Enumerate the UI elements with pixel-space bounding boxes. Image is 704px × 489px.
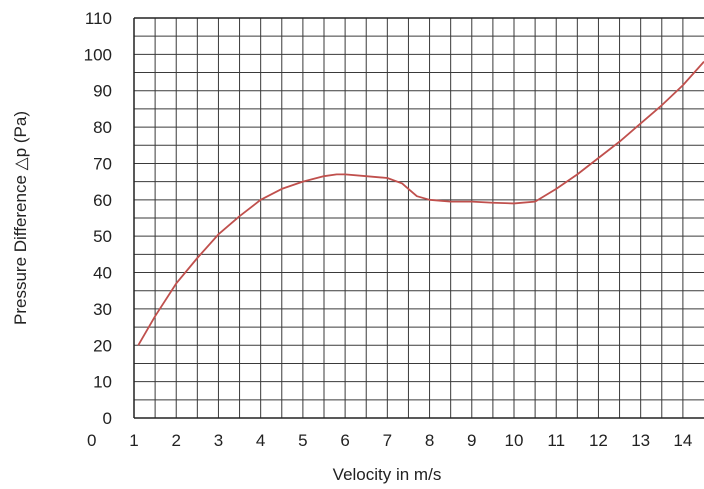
x-tick-label: 9 <box>467 431 476 450</box>
y-tick-label: 80 <box>93 118 112 137</box>
series-layer <box>137 61 704 346</box>
grid <box>134 18 704 418</box>
x-tick-label: 7 <box>383 431 392 450</box>
x-tick-label: 14 <box>673 431 692 450</box>
x-tick-label: 3 <box>214 431 223 450</box>
x-tick-label: 4 <box>256 431 265 450</box>
x-tick-label: 11 <box>547 431 565 450</box>
y-tick-label: 100 <box>84 45 112 64</box>
y-tick-label: 20 <box>93 336 112 355</box>
x-axis-ticks: 0 1 2 3 4 5 6 7 8 9 10 11 12 13 14 <box>87 431 692 450</box>
x-tick-label: 13 <box>631 431 650 450</box>
y-tick-label: 40 <box>93 264 112 283</box>
x-tick-label: 1 <box>129 431 138 450</box>
y-tick-label: 60 <box>93 191 112 210</box>
y-tick-label: 10 <box>93 373 112 392</box>
x-tick-label: 0 <box>87 431 96 450</box>
series-line-0 <box>137 61 704 346</box>
x-tick-label: 8 <box>425 431 434 450</box>
y-tick-label: 50 <box>93 227 112 246</box>
y-axis-ticks: 0 10 20 30 40 50 60 70 80 90 100 110 <box>84 9 112 428</box>
x-axis-label: Velocity in m/s <box>333 465 442 484</box>
y-tick-label: 30 <box>93 300 112 319</box>
y-tick-label: 110 <box>85 9 112 28</box>
y-tick-label: 0 <box>103 409 112 428</box>
x-tick-label: 6 <box>340 431 349 450</box>
y-tick-label: 90 <box>93 82 112 101</box>
x-tick-label: 12 <box>589 431 608 450</box>
x-tick-label: 5 <box>298 431 307 450</box>
x-tick-label: 2 <box>171 431 180 450</box>
y-tick-label: 70 <box>93 154 112 173</box>
y-axis-label: Pressure Difference △p (Pa) <box>11 111 30 325</box>
plot-frame <box>133 17 704 419</box>
x-tick-label: 10 <box>505 431 524 450</box>
